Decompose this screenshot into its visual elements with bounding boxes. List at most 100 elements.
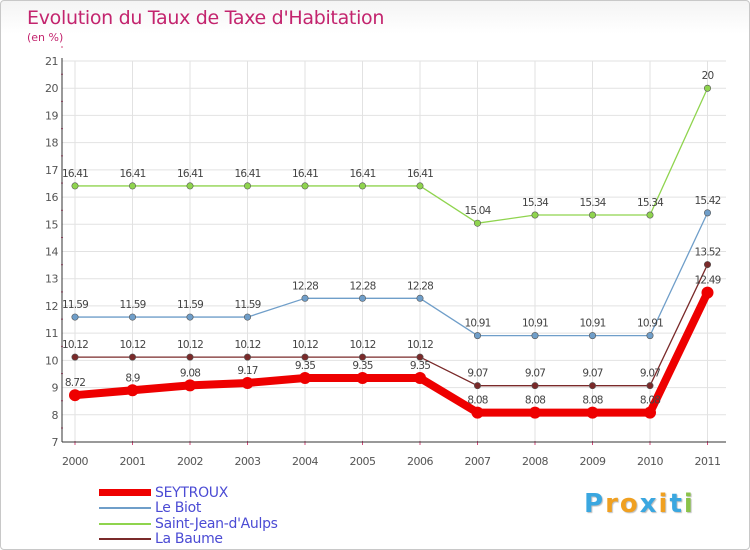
logo-letter: o (619, 489, 640, 519)
data-label: 9.07 (467, 368, 487, 380)
data-label: 16.41 (234, 168, 260, 180)
data-label: 10.12 (292, 339, 318, 351)
x-tick-label: 2000 (62, 455, 88, 468)
data-label: 11.59 (234, 299, 260, 311)
x-tick-label: 2009 (580, 455, 606, 468)
data-label: 9.07 (582, 368, 602, 380)
legend-swatch (99, 507, 151, 510)
y-tick-label: 13 (45, 273, 58, 286)
y-tick-label: 18 (45, 137, 58, 150)
proxiti-logo: Proxiti (584, 489, 695, 519)
x-tick-label: 2005 (350, 455, 376, 468)
data-point (129, 353, 137, 361)
data-label: 12.28 (407, 280, 433, 292)
series-line (74, 263, 709, 387)
chart-legend: SEYTROUX Le Biot Saint-Jean-d'Aulps La Baum… (99, 485, 278, 547)
data-label: 10.12 (62, 339, 88, 351)
data-label: 16.41 (349, 168, 375, 180)
data-point (241, 376, 254, 389)
data-point (244, 182, 252, 190)
data-point (531, 332, 539, 340)
x-tick-label: 2004 (292, 455, 318, 468)
series-line (71, 288, 712, 417)
logo-letter: P (584, 489, 606, 519)
legend-swatch (99, 522, 151, 525)
y-tick-label: 19 (45, 109, 58, 122)
data-point (471, 406, 484, 419)
legend-label: Le Biot (155, 500, 202, 517)
data-label: 11.59 (119, 299, 145, 311)
data-point (129, 313, 137, 321)
data-label: 15.04 (464, 205, 491, 217)
data-label: 12.28 (349, 280, 375, 292)
data-point (646, 211, 654, 219)
data-point (186, 353, 194, 361)
data-label: 15.34 (522, 197, 549, 209)
y-tick-label: 21 (45, 55, 58, 68)
data-label: 15.34 (637, 197, 664, 209)
data-point (71, 182, 79, 190)
logo-letter: t (669, 489, 684, 519)
data-point (71, 353, 79, 361)
legend-item: SEYTROUX (99, 485, 278, 501)
data-point (473, 382, 481, 390)
data-point (588, 332, 596, 340)
x-tick-label: 2002 (177, 455, 203, 468)
data-label: 16.41 (62, 168, 88, 180)
series-line (74, 212, 709, 337)
data-label: 8.08 (582, 395, 602, 407)
y-tick-label: 12 (45, 300, 58, 313)
data-point (301, 353, 309, 361)
data-label: 8.08 (467, 395, 487, 407)
x-tick-label: 2010 (637, 455, 663, 468)
series-line (74, 87, 709, 224)
legend-swatch (99, 489, 151, 497)
data-point (531, 382, 539, 390)
x-tick-label: 2003 (235, 455, 261, 468)
data-point (301, 182, 309, 190)
logo-letter: r (605, 489, 620, 519)
data-label: 12.28 (292, 280, 318, 292)
data-point (701, 286, 714, 299)
data-label: 10.12 (177, 339, 203, 351)
data-label: 9.17 (237, 365, 257, 377)
data-label: 9.07 (525, 368, 545, 380)
data-point (184, 379, 196, 392)
data-label: 10.91 (522, 318, 548, 330)
data-label: 8.72 (65, 377, 85, 389)
data-point (129, 182, 137, 190)
data-point (416, 182, 424, 190)
data-point (126, 384, 139, 397)
data-point (644, 406, 656, 419)
y-tick-label: 17 (45, 164, 58, 177)
data-point (416, 353, 424, 361)
y-tick-label: 15 (45, 218, 58, 231)
data-label: 10.12 (349, 339, 375, 351)
data-label: 12.49 (694, 275, 720, 287)
x-tick-label: 2006 (407, 455, 433, 468)
data-label: 9.35 (410, 360, 430, 372)
x-tick-label: 2007 (465, 455, 491, 468)
data-point (414, 372, 426, 385)
y-tick-label: 11 (45, 327, 58, 340)
data-point (703, 261, 711, 269)
data-label: 8.08 (640, 395, 660, 407)
data-label: 10.12 (234, 339, 260, 351)
y-tick-label: 16 (45, 191, 58, 204)
data-point (703, 209, 711, 217)
data-label: 20 (702, 70, 714, 82)
data-point (529, 406, 541, 419)
x-tick-label: 2008 (522, 455, 548, 468)
data-point (588, 382, 596, 390)
logo-letter: i (683, 489, 695, 519)
data-point (244, 353, 252, 361)
data-label: 16.41 (119, 168, 145, 180)
data-point (646, 332, 654, 340)
data-label: 11.59 (62, 299, 88, 311)
y-tick-label: 14 (45, 246, 58, 259)
legend-item: Le Biot (99, 500, 278, 517)
legend-label: SEYTROUX (155, 484, 229, 501)
y-tick-label: 7 (52, 436, 59, 449)
data-point (531, 211, 539, 219)
